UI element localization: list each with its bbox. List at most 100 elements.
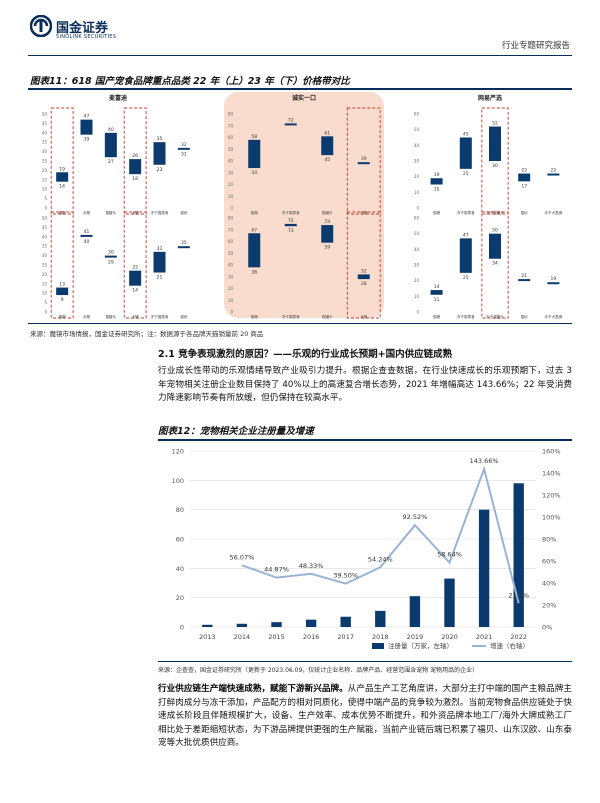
range-bar (284, 223, 297, 227)
y-tick-label: 20 (414, 278, 420, 283)
range-bar (248, 233, 261, 268)
range-bar (177, 147, 190, 150)
category-label: 猫罐头 (105, 314, 116, 319)
range-bar (430, 178, 443, 185)
range-high-label: 72 (288, 117, 294, 123)
range-low-label: 17 (521, 183, 527, 189)
y-tick-label: 15 (42, 177, 48, 182)
x-tick-label: 2017 (337, 633, 354, 641)
category-label: 冻干猫零食 (457, 314, 475, 319)
range-low-label: 59 (324, 245, 330, 251)
left-axis-tick: 80 (176, 506, 184, 514)
range-bar (518, 173, 531, 182)
bar-registrations (340, 616, 351, 627)
range-bar (547, 282, 560, 285)
category-label: 猫砂 (521, 314, 529, 319)
range-high-label: 45 (463, 132, 469, 138)
range-high-label: 40 (108, 127, 114, 133)
range-bar (104, 255, 117, 258)
y-tick-label: 0 (230, 206, 233, 211)
panel-title: 诚实一口 (292, 94, 316, 102)
growth-data-label: 21.5% (508, 591, 529, 599)
range-low-label: 34 (492, 261, 498, 267)
range-high-label: 67 (251, 227, 257, 233)
y-tick-label: 70 (228, 227, 234, 232)
range-bar (430, 290, 443, 295)
growth-data-label: 39.50% (333, 572, 358, 580)
category-label: 猫粮 (59, 314, 67, 319)
range-high-label: 19 (59, 166, 65, 172)
y-tick-label: 25 (42, 159, 48, 164)
range-low-label: 14 (132, 288, 138, 294)
range-bar (321, 136, 334, 156)
x-tick-label: 2022 (510, 633, 527, 641)
x-tick-label: 2021 (476, 633, 493, 641)
y-tick-label: 30 (42, 253, 48, 258)
y-tick-label: 40 (42, 130, 48, 135)
range-low-label: 39 (84, 137, 90, 143)
y-tick-label: 40 (414, 143, 420, 148)
range-low-label: 40 (84, 239, 90, 245)
legend-bar-swatch (372, 643, 384, 649)
range-bar (357, 162, 370, 165)
figure11-source: 来源：魔镜市场情报，国金证券研究所；注：数据源于各品牌天猫销量前 20 商品 (30, 330, 264, 338)
category-label: 猫砂 (521, 210, 529, 215)
range-bar (153, 142, 166, 165)
category-label: 犬粮 (83, 210, 91, 215)
x-tick-label: 2019 (407, 633, 424, 641)
category-label: 犬粮 (360, 210, 368, 215)
range-bar (459, 137, 472, 169)
y-tick-label: 10 (414, 294, 420, 299)
range-high-label: 21 (521, 273, 527, 279)
x-tick-label: 2015 (268, 633, 285, 641)
category-label: 冻干猫零食 (457, 210, 475, 215)
category-label: 冻干猫罐头 (486, 314, 504, 319)
highlight-box (346, 107, 381, 215)
range-bar (129, 159, 142, 175)
figure11-title: 图表11：618 国产宠食品牌重点品类 22 年（上）23 年（下）价格带对比 (30, 76, 350, 87)
company-logo-icon (30, 15, 52, 37)
right-axis-tick: 20% (542, 602, 556, 610)
range-low-label: 34 (251, 170, 257, 176)
range-bar (547, 173, 560, 176)
range-high-label: 35 (181, 240, 187, 246)
range-low-label: 38 (251, 269, 257, 275)
y-tick-label: 60 (414, 112, 420, 117)
range-low-label: 15 (434, 187, 440, 193)
y-tick-label: 15 (42, 281, 48, 286)
range-bar (459, 238, 472, 273)
category-label: 冻干猫零食 (282, 210, 300, 215)
category-label: 冻干猫零食 (151, 314, 169, 319)
range-high-label: 19 (551, 276, 557, 282)
figure12-bottom-rule (158, 661, 572, 662)
y-tick-label: 40 (228, 263, 234, 268)
y-tick-label: 40 (42, 234, 48, 239)
y-tick-label: 10 (414, 190, 420, 195)
highlight-box (50, 107, 74, 215)
growth-data-label: 92.52% (403, 513, 428, 521)
figure12-title: 图表12：宠物相关企业注册量及增速 (158, 426, 314, 437)
category-label: 猫粮 (59, 210, 67, 215)
bar-registrations (202, 624, 213, 627)
y-tick-label: 0 (230, 310, 233, 315)
supply-chain-paragraph: 行业供应链生产端快速成熟，赋能下游新兴品牌。从产品生产工艺角度讲，大部分主打中端… (158, 683, 572, 751)
range-bar (518, 279, 531, 282)
category-label: 犬粮 (360, 314, 368, 319)
x-tick-label: 2014 (234, 633, 251, 641)
x-tick-label: 2016 (303, 633, 320, 641)
x-tick-label: 2013 (199, 633, 216, 641)
range-low-label: 31 (181, 152, 187, 158)
range-low-label: 25 (463, 171, 469, 177)
category-label: 猫砂 (180, 314, 188, 319)
category-label: 冻干犬零食 (544, 210, 562, 215)
y-tick-label: 45 (42, 225, 48, 230)
bar-registrations (375, 610, 386, 627)
right-axis-tick: 120% (542, 492, 561, 500)
range-low-label: 45 (324, 157, 330, 163)
bar-registrations (271, 622, 282, 627)
report-type: 行业专题研究报告 (501, 41, 570, 51)
y-tick-label: 80 (228, 112, 234, 117)
right-axis-tick: 100% (542, 514, 561, 522)
y-tick-label: 50 (42, 112, 48, 117)
range-high-label: 58 (251, 134, 257, 140)
